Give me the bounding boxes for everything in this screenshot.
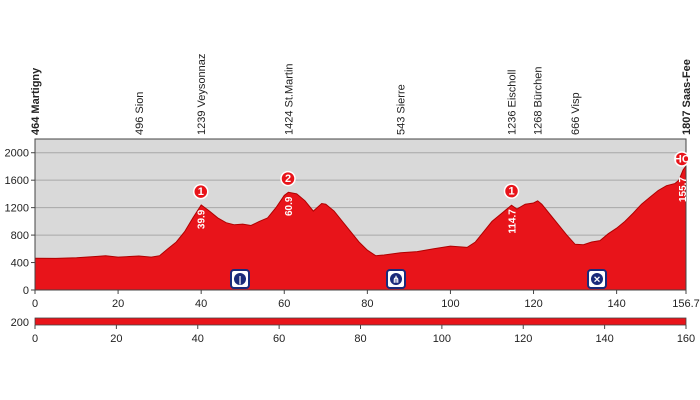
climb-km: 155.7: [678, 177, 689, 202]
area-fill: [35, 165, 686, 290]
place-label: 464 Martigny: [30, 67, 42, 135]
x-tick-label: 140: [607, 298, 625, 310]
plot-border: [34, 138, 687, 291]
icon: [591, 273, 603, 285]
x-tick-label: 40: [195, 298, 207, 310]
x-tick-label: 100: [441, 298, 459, 310]
x-tick-label: 140: [595, 333, 613, 345]
climb-marker: [503, 183, 520, 199]
x-tick-label: 120: [524, 298, 542, 310]
place-label: 543 Sierre: [396, 84, 408, 135]
y-tick-label: 200: [11, 317, 29, 329]
place-label: 1268 Bürchen: [533, 67, 545, 136]
y-tick-label: 2000: [5, 148, 29, 160]
x-tick-label: 20: [112, 298, 124, 310]
place-label: 1236 Eischoll: [507, 70, 519, 135]
x-tick-label: 80: [354, 333, 366, 345]
climb-km: 60.9: [284, 196, 295, 216]
y-tick-label: 1200: [5, 203, 29, 215]
climb-marker: [280, 170, 296, 187]
x-tick-label: 40: [192, 333, 204, 345]
x-tick-label: 80: [361, 298, 373, 310]
x-tick-label: 60: [273, 333, 285, 345]
place-label: 666 Visp: [570, 92, 582, 135]
climb-category: HC: [674, 153, 690, 165]
icon: [234, 273, 246, 285]
x-tick-label: 60: [278, 298, 290, 310]
place-label: 1239 Veysonnaz: [196, 54, 208, 135]
y-tick-label: 0: [23, 285, 29, 297]
place-label: 496 Sion: [134, 92, 146, 135]
climb-category: 1: [198, 186, 204, 198]
x-tick-label: 100: [433, 333, 451, 345]
x-tick-label: 0: [32, 298, 38, 310]
icon: ⋔: [392, 275, 400, 285]
x-tick-label: 120: [514, 333, 532, 345]
icon: [390, 273, 402, 285]
x-tick-label: 160: [677, 333, 695, 345]
strip-band: [34, 317, 687, 326]
place-label: 1807 Saas-Fee: [681, 59, 693, 135]
climb-marker: [674, 151, 690, 167]
x-tick-label: 0: [32, 333, 38, 345]
x-tick-label: 20: [110, 333, 122, 345]
climb-category: 2: [285, 173, 291, 185]
icon: ✕: [593, 275, 601, 285]
climb-marker: [193, 183, 209, 200]
place-label: 1424 St.Martin: [283, 63, 295, 135]
x-tick-label: 156.7: [672, 298, 700, 310]
climb-category: 1: [508, 186, 514, 198]
y-tick-label: 400: [11, 258, 29, 270]
climb-km: 39.9: [197, 209, 208, 229]
y-tick-label: 800: [11, 230, 29, 242]
icon: |: [239, 275, 242, 285]
climb-km: 114.7: [508, 209, 519, 234]
profile-line: [34, 165, 687, 259]
y-tick-label: 1600: [5, 175, 29, 187]
